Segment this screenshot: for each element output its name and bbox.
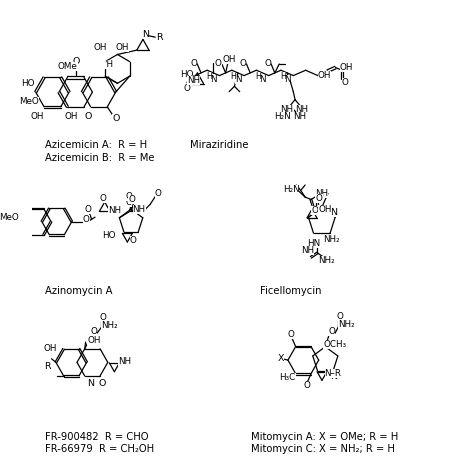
Text: Miraziridine: Miraziridine — [190, 140, 248, 150]
Text: FR-900482  R = CHO: FR-900482 R = CHO — [45, 431, 148, 442]
Text: NH: NH — [133, 205, 146, 214]
Text: HN: HN — [307, 240, 320, 249]
Text: OH: OH — [87, 337, 101, 345]
Text: N: N — [235, 75, 241, 84]
Text: HO: HO — [21, 79, 35, 87]
Text: H: H — [230, 72, 237, 82]
Text: O: O — [100, 313, 107, 322]
Text: NH: NH — [315, 189, 328, 198]
Text: O: O — [337, 312, 344, 321]
Text: Azinomycin A: Azinomycin A — [45, 286, 112, 296]
Text: H₃C: H₃C — [280, 373, 296, 382]
Text: OH: OH — [44, 344, 57, 353]
Text: MeO: MeO — [0, 213, 19, 222]
Text: O: O — [215, 60, 222, 68]
Text: N: N — [259, 75, 266, 84]
Text: H: H — [206, 72, 212, 82]
Text: NH₂: NH₂ — [323, 235, 339, 244]
Text: FR-66979  R = CH₂OH: FR-66979 R = CH₂OH — [45, 444, 154, 454]
Text: NH: NH — [301, 246, 314, 255]
Text: OH: OH — [64, 112, 78, 121]
Text: R: R — [156, 33, 163, 42]
Text: NH₂: NH₂ — [101, 321, 118, 330]
Text: O: O — [126, 198, 132, 207]
Text: N: N — [330, 372, 337, 381]
Text: O: O — [264, 60, 271, 68]
Text: N: N — [142, 30, 149, 39]
Text: HO: HO — [102, 230, 116, 240]
Text: O: O — [84, 112, 91, 121]
Text: N–R: N–R — [325, 369, 342, 378]
Text: OH: OH — [115, 43, 128, 52]
Text: O: O — [239, 60, 246, 68]
Text: O: O — [126, 192, 132, 201]
Text: NH: NH — [108, 206, 121, 215]
Text: Azicemicin B:  R = Me: Azicemicin B: R = Me — [45, 153, 155, 163]
Text: X: X — [278, 354, 284, 363]
Text: R: R — [44, 362, 50, 371]
Text: O: O — [190, 60, 197, 68]
Text: O: O — [311, 206, 318, 215]
Text: N: N — [330, 208, 337, 217]
Text: O: O — [303, 381, 310, 390]
Text: H₂N: H₂N — [283, 185, 300, 194]
Text: OH: OH — [318, 71, 331, 80]
Text: O: O — [342, 78, 348, 87]
Text: O: O — [183, 84, 191, 93]
Text: Azicemicin A:  R = H: Azicemicin A: R = H — [45, 140, 147, 150]
Text: O: O — [316, 194, 323, 202]
Text: OH: OH — [319, 205, 332, 214]
Text: 'H: 'H — [104, 60, 113, 69]
Text: N: N — [87, 379, 94, 388]
Text: OMe: OMe — [58, 62, 78, 71]
Text: O: O — [155, 189, 162, 198]
Text: O: O — [72, 57, 79, 66]
Text: O: O — [90, 327, 97, 336]
Text: O: O — [12, 213, 18, 222]
Text: MeO: MeO — [19, 97, 39, 105]
Text: H₂N: H₂N — [274, 112, 291, 121]
Text: OCH₃: OCH₃ — [323, 340, 346, 349]
Text: H: H — [255, 72, 261, 82]
Text: Mitomycin A: X = OMe; R = H: Mitomycin A: X = OMe; R = H — [252, 431, 399, 442]
Text: NH₂: NH₂ — [338, 320, 355, 329]
Text: N: N — [210, 75, 217, 84]
Text: O: O — [99, 379, 106, 388]
Text: NH: NH — [118, 357, 131, 366]
Text: O: O — [288, 331, 295, 339]
Text: HO: HO — [180, 70, 193, 79]
Text: OH: OH — [340, 63, 353, 72]
Text: O: O — [328, 327, 335, 337]
Text: NH: NH — [187, 76, 201, 86]
Text: NH₂: NH₂ — [318, 256, 335, 266]
Text: O: O — [83, 215, 90, 224]
Text: O: O — [84, 205, 91, 213]
Text: N: N — [284, 75, 291, 84]
Text: OH: OH — [30, 112, 44, 121]
Text: H: H — [280, 72, 286, 82]
Text: O: O — [100, 194, 107, 203]
Text: OH: OH — [93, 43, 107, 52]
Text: OH: OH — [222, 55, 236, 64]
Text: O: O — [128, 196, 135, 204]
Text: NH: NH — [293, 112, 306, 121]
Text: NH: NH — [281, 105, 294, 114]
Text: O: O — [112, 114, 120, 123]
Text: O: O — [130, 236, 137, 245]
Text: NH: NH — [295, 105, 309, 114]
Text: Mitomycin C: X = NH₂; R = H: Mitomycin C: X = NH₂; R = H — [252, 444, 395, 454]
Text: Ficellomycin: Ficellomycin — [260, 286, 322, 296]
